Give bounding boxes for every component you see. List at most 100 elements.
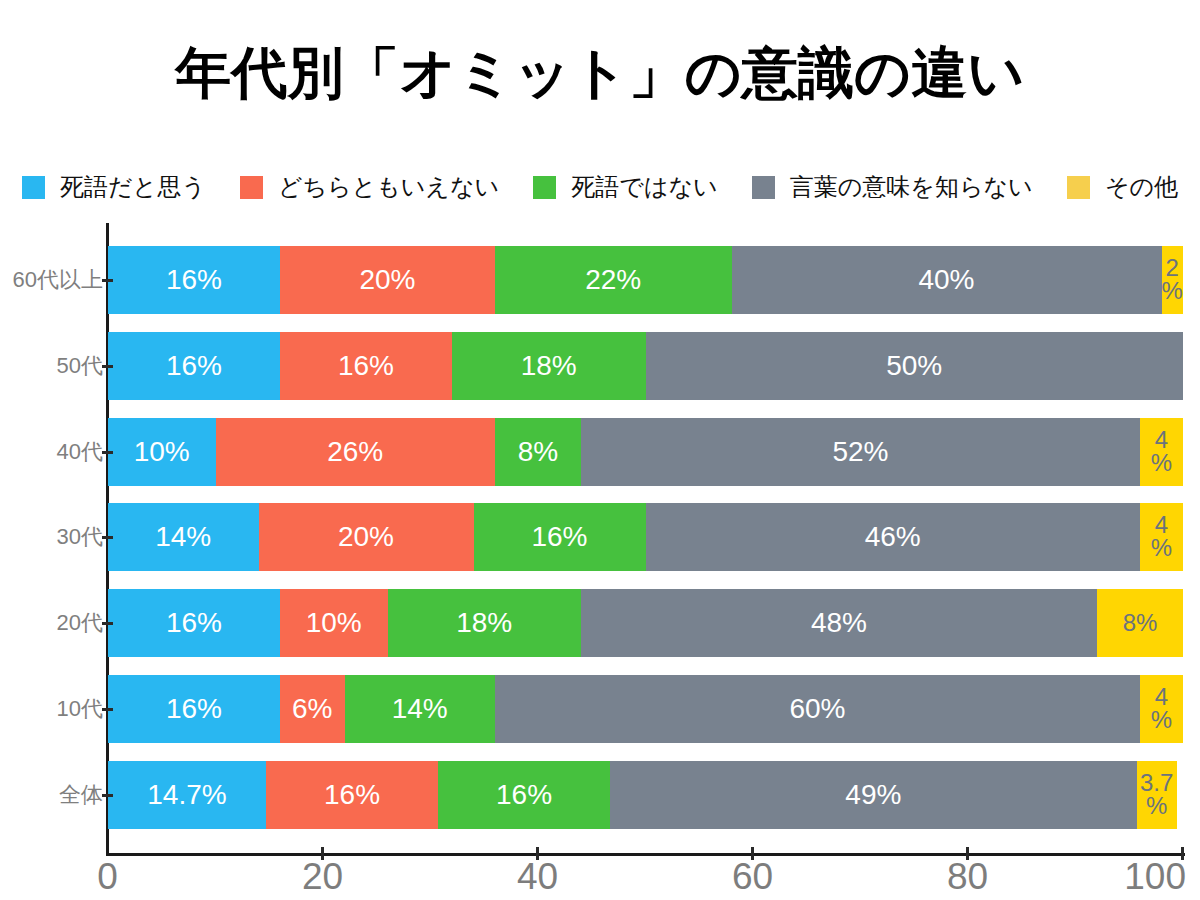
- y-axis-label: 20代: [57, 608, 103, 638]
- chart-title: 年代別「オミット」の意識の違い: [0, 36, 1200, 112]
- y-axis-label: 30代: [57, 522, 103, 552]
- bar-segment: 49%: [610, 761, 1137, 829]
- bar-segment-label: 4 %: [1151, 514, 1172, 560]
- x-axis-tick-label: 20: [302, 858, 343, 895]
- legend-item-1: どちらともいえない: [240, 171, 499, 203]
- bar-segment-label: 26%: [327, 438, 383, 466]
- bar-segment: 8%: [1097, 589, 1183, 657]
- bar-segment-label: 16%: [166, 352, 222, 380]
- legend-swatch-icon: [240, 176, 263, 199]
- bar-row-20代: 16% 10% 18% 48% 8%: [108, 589, 1183, 657]
- bar-segment-label: 10%: [134, 438, 190, 466]
- bar-segment: 10%: [280, 589, 388, 657]
- bar-segment: 16%: [280, 332, 452, 400]
- x-axis-tick-label: 60: [732, 858, 773, 895]
- legend-swatch-icon: [533, 176, 556, 199]
- y-axis-label: 全体: [59, 780, 103, 810]
- bar-segment: 14.7%: [108, 761, 266, 829]
- legend-swatch-icon: [752, 176, 775, 199]
- bar-segment-label: 48%: [811, 609, 867, 637]
- y-axis-tick: [102, 365, 113, 368]
- x-axis-tick-label: 100: [1124, 858, 1186, 895]
- bar-segment-label: 50%: [886, 352, 942, 380]
- bar-segment: 16%: [266, 761, 438, 829]
- y-axis-tick: [102, 279, 113, 282]
- x-axis-tick-label: 40: [517, 858, 558, 895]
- bar-segment-label: 20%: [359, 266, 415, 294]
- bar-segment: 8%: [495, 418, 581, 486]
- bar-segment-label: 16%: [166, 266, 222, 294]
- bar-segment: 16%: [108, 246, 280, 314]
- bar-segment: 10%: [108, 418, 216, 486]
- bar-segment: 2 %: [1162, 246, 1184, 314]
- bar-segment: 20%: [259, 503, 474, 571]
- y-axis-tick: [102, 451, 113, 454]
- bar-segment-label: 52%: [832, 438, 888, 466]
- bar-segment-label: 16%: [496, 781, 552, 809]
- bar-segment-label: 8%: [518, 438, 558, 466]
- y-axis-label: 10代: [57, 694, 103, 724]
- legend-label: 死語だと思う: [60, 171, 206, 203]
- bar-segment-label: 16%: [166, 695, 222, 723]
- bar-segment-label: 49%: [845, 781, 901, 809]
- legend-swatch-icon: [1067, 176, 1090, 199]
- legend-label: 死語ではない: [571, 171, 717, 203]
- bar-segment-label: 4 %: [1151, 686, 1172, 732]
- bar-segment: 6%: [280, 675, 345, 743]
- bar-row-10代: 16% 6% 14% 60% 4 %: [108, 675, 1183, 743]
- bar-segment: 48%: [581, 589, 1097, 657]
- bar-segment: 4 %: [1140, 503, 1183, 571]
- bar-segment: 4 %: [1140, 418, 1183, 486]
- bar-segment-label: 14%: [155, 523, 211, 551]
- y-axis-label: 60代以上: [13, 265, 103, 295]
- y-axis-tick: [102, 536, 113, 539]
- bar-segment: 16%: [108, 675, 280, 743]
- bar-segment-label: 18%: [456, 609, 512, 637]
- bar-segment-label: 6%: [292, 695, 332, 723]
- legend-label: どちらともいえない: [278, 171, 499, 203]
- x-axis-tick-label: 0: [97, 858, 118, 895]
- bar-segment: 14%: [108, 503, 259, 571]
- legend-label: その他: [1105, 171, 1178, 203]
- bar-segment: 22%: [495, 246, 732, 314]
- bar-segment-label: 16%: [531, 523, 587, 551]
- legend-item-0: 死語だと思う: [22, 171, 206, 203]
- bar-segment: 3.7 %: [1137, 761, 1177, 829]
- bar-segment-label: 4 %: [1151, 429, 1172, 475]
- bar-segment-label: 46%: [865, 523, 921, 551]
- bar-segment: 40%: [732, 246, 1162, 314]
- bar-segment: 20%: [280, 246, 495, 314]
- bar-segment-label: 8%: [1123, 612, 1158, 635]
- bar-segment-label: 16%: [166, 609, 222, 637]
- bar-segment: 46%: [646, 503, 1141, 571]
- bar-segment-label: 20%: [338, 523, 394, 551]
- legend: 死語だと思う どちらともいえない 死語ではない 言葉の意味を知らない その他: [22, 171, 1178, 203]
- bar-segment: 26%: [216, 418, 496, 486]
- y-axis-tick: [102, 794, 113, 797]
- bar-row-60代以上: 16% 20% 22% 40%2 %: [108, 246, 1183, 314]
- bar-segment: 16%: [108, 589, 280, 657]
- legend-item-2: 死語ではない: [533, 171, 717, 203]
- y-axis-label: 40代: [57, 437, 103, 467]
- bar-segment: 60%: [495, 675, 1140, 743]
- bar-segment: 18%: [388, 589, 582, 657]
- legend-item-3: 言葉の意味を知らない: [752, 171, 1033, 203]
- bar-segment: 16%: [438, 761, 610, 829]
- bar-segment-label: 22%: [585, 266, 641, 294]
- bar-segment-label: 16%: [338, 352, 394, 380]
- bar-segment-label: 10%: [306, 609, 362, 637]
- bar-segment-label: 14%: [392, 695, 448, 723]
- bar-segment: 50%: [646, 332, 1184, 400]
- x-axis-line: [106, 853, 1185, 856]
- bar-segment-label: 2 %: [1162, 257, 1183, 303]
- bar-segment-label: 60%: [789, 695, 845, 723]
- legend-item-4: その他: [1067, 171, 1178, 203]
- x-axis-tick-label: 80: [947, 858, 988, 895]
- bar-segment-label: 3.7 %: [1140, 772, 1173, 818]
- y-axis-tick: [102, 708, 113, 711]
- bar-segment-label: 14.7%: [147, 781, 226, 809]
- bar-segment-label: 16%: [324, 781, 380, 809]
- y-axis-tick: [102, 622, 113, 625]
- bar-row-40代: 10% 26% 8% 52% 4 %: [108, 418, 1183, 486]
- bar-segment: 18%: [452, 332, 646, 400]
